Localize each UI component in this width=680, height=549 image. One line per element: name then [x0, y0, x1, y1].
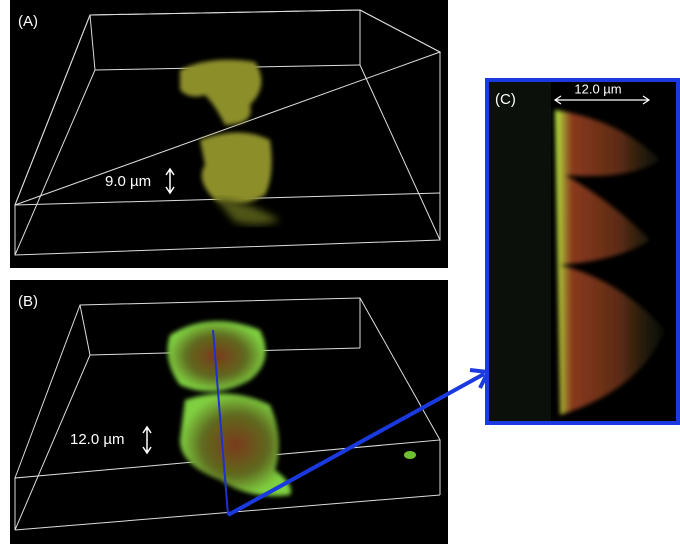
- scale-label: 9.0 µm: [105, 173, 151, 190]
- panel-b: (B) 12.0 µm: [10, 280, 448, 544]
- panel-label: (C): [495, 91, 516, 108]
- substrate: [489, 82, 551, 421]
- biofilm-fragment: [404, 451, 416, 459]
- scale-label: 12.0 µm: [70, 431, 125, 448]
- scale-label: 12.0 µm: [574, 81, 621, 96]
- panel-c: (C) 12.0 µm: [487, 80, 678, 423]
- panel-label: (A): [18, 13, 38, 30]
- panel-a: (A) 9.0 µm: [10, 0, 448, 268]
- figure: (A) 9.0 µm (B) 12.0 µm: [0, 0, 680, 544]
- panel-label: (B): [18, 293, 38, 310]
